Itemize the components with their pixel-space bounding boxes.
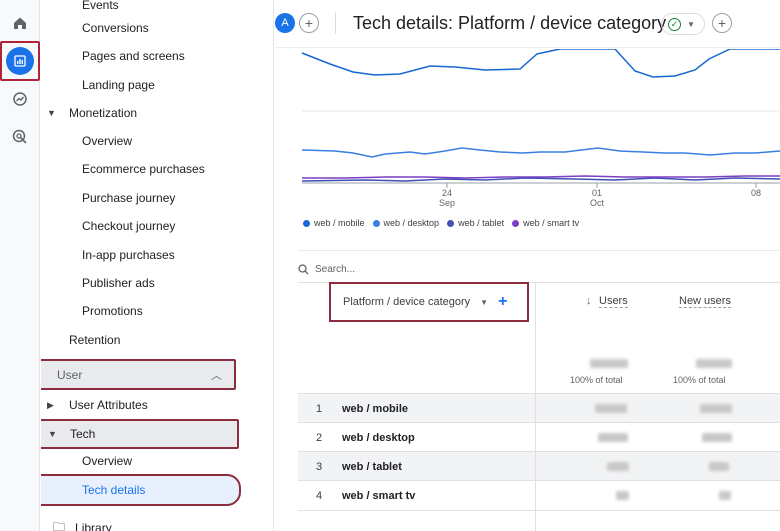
nav-landing-page[interactable]: Landing page xyxy=(82,78,155,92)
nav-purchase-journey[interactable]: Purchase journey xyxy=(82,191,176,205)
nav-tech-details[interactable]: Tech details xyxy=(41,474,241,506)
series-line-web-mobile xyxy=(301,48,780,78)
nav-user-attributes[interactable]: ▶ User Attributes xyxy=(47,398,148,412)
series-line-web-tablet xyxy=(301,177,780,182)
row-divider xyxy=(298,451,780,452)
chevron-up-icon: ︿ xyxy=(211,370,222,382)
new-users-cell-value xyxy=(700,404,732,413)
new-users-cell-value xyxy=(702,433,732,442)
legend-swatch xyxy=(447,219,455,227)
sort-arrow-icon[interactable]: ↓ xyxy=(586,295,592,307)
nav-ecommerce-purchases[interactable]: Ecommerce purchases xyxy=(82,162,205,176)
report-status-dropdown[interactable]: ✓ ▼ xyxy=(661,13,705,35)
advertising-icon[interactable] xyxy=(7,124,33,150)
line-chart: 24 Sep 01 Oct 08 xyxy=(275,48,780,249)
table-search[interactable]: Search... xyxy=(298,259,355,279)
page-title: Tech details: Platform / device category xyxy=(353,13,667,33)
add-filter-button[interactable]: + xyxy=(712,13,732,33)
legend-swatch xyxy=(512,219,520,227)
new-users-column-header[interactable]: New users xyxy=(679,295,731,308)
line-chart-svg xyxy=(301,48,780,188)
caret-down-icon: ▼ xyxy=(47,108,56,118)
add-comparison-button[interactable]: + xyxy=(299,13,319,33)
search-input[interactable]: Search... xyxy=(315,263,356,275)
legend-item[interactable]: web / tablet xyxy=(447,218,504,228)
users-cell-value xyxy=(595,404,627,413)
new-users-total-value xyxy=(696,359,732,368)
dropdown-arrow-icon[interactable]: ▼ xyxy=(480,297,489,307)
legend-item[interactable]: web / smart tv xyxy=(512,218,579,228)
users-total-percent: 100% of total xyxy=(570,375,623,385)
table-row[interactable]: 2 web / desktop xyxy=(316,431,415,444)
new-users-cell-value xyxy=(719,491,731,500)
table-row[interactable]: 4 web / smart tv xyxy=(316,489,416,502)
users-column-header[interactable]: Users xyxy=(599,295,628,308)
new-users-cell-value xyxy=(709,462,729,471)
users-total-value xyxy=(590,359,628,368)
row-divider xyxy=(298,480,780,481)
nav-tech[interactable]: ▼ Tech xyxy=(41,419,239,449)
nav-section-user[interactable]: User ︿ xyxy=(41,359,236,390)
reports-icon[interactable] xyxy=(0,41,40,81)
nav-monetization-overview[interactable]: Overview xyxy=(82,134,133,148)
x-tick-label: 08 xyxy=(750,188,761,198)
nav-retention[interactable]: Retention xyxy=(69,333,121,347)
row-divider xyxy=(298,422,780,423)
chart-legend: web / mobile web / desktop web / tablet … xyxy=(303,218,579,228)
table-divider xyxy=(298,393,780,394)
explore-icon[interactable] xyxy=(7,86,33,112)
column-divider xyxy=(535,394,536,510)
x-tick-label: 01 Oct xyxy=(589,188,604,208)
add-dimension-icon[interactable]: + xyxy=(498,293,508,310)
search-icon xyxy=(298,263,309,274)
users-cell-value xyxy=(607,462,629,471)
nav-publisher-ads[interactable]: Publisher ads xyxy=(82,276,155,290)
legend-swatch xyxy=(303,219,310,227)
icon-rail xyxy=(0,0,40,531)
nav-conversions[interactable]: Conversions xyxy=(82,21,149,35)
nav-in-app-purchases[interactable]: In-app purchases xyxy=(82,248,175,262)
nav-monetization[interactable]: ▼ Monetization xyxy=(47,106,138,120)
series-line-web-smart-tv xyxy=(302,175,780,179)
nav-checkout-journey[interactable]: Checkout journey xyxy=(82,219,176,233)
dropdown-arrow-icon: ▼ xyxy=(687,19,695,29)
row-divider xyxy=(298,510,780,511)
x-tick-label: 24 Sep xyxy=(439,188,456,208)
header-divider xyxy=(335,12,336,34)
table-divider xyxy=(298,282,780,283)
users-cell-value xyxy=(616,491,629,500)
users-cell-value xyxy=(598,433,628,442)
check-icon: ✓ xyxy=(668,17,681,31)
nav-library[interactable]: 🗀 Library xyxy=(53,515,112,531)
series-line-web-desktop xyxy=(301,147,780,158)
table-row[interactable]: 3 web / tablet xyxy=(298,452,780,481)
nav-pages-and-screens[interactable]: Pages and screens xyxy=(82,49,185,63)
legend-item[interactable]: web / mobile xyxy=(303,218,365,228)
folder-icon: 🗀 xyxy=(53,519,66,531)
comparison-avatar[interactable]: A xyxy=(275,13,295,33)
dimension-selector[interactable]: Platform / device category ▼ + xyxy=(329,282,529,322)
caret-right-icon: ▶ xyxy=(47,399,54,410)
legend-item[interactable]: web / desktop xyxy=(372,218,439,228)
nav-tech-overview[interactable]: Overview xyxy=(82,454,133,468)
nav-promotions[interactable]: Promotions xyxy=(82,304,143,318)
report-header: A + Tech details: Platform / device cate… xyxy=(275,0,780,48)
legend-swatch xyxy=(372,219,380,227)
new-users-total-percent: 100% of total xyxy=(673,375,726,385)
nav-events[interactable]: Events xyxy=(82,0,119,12)
table-row[interactable]: 1 web / mobile xyxy=(298,394,780,423)
caret-down-icon: ▼ xyxy=(48,429,57,439)
home-icon[interactable] xyxy=(7,10,33,36)
data-table: Search... Platform / device category ▼ +… xyxy=(298,250,780,531)
report-nav: Events Conversions Pages and screens Lan… xyxy=(41,0,274,531)
